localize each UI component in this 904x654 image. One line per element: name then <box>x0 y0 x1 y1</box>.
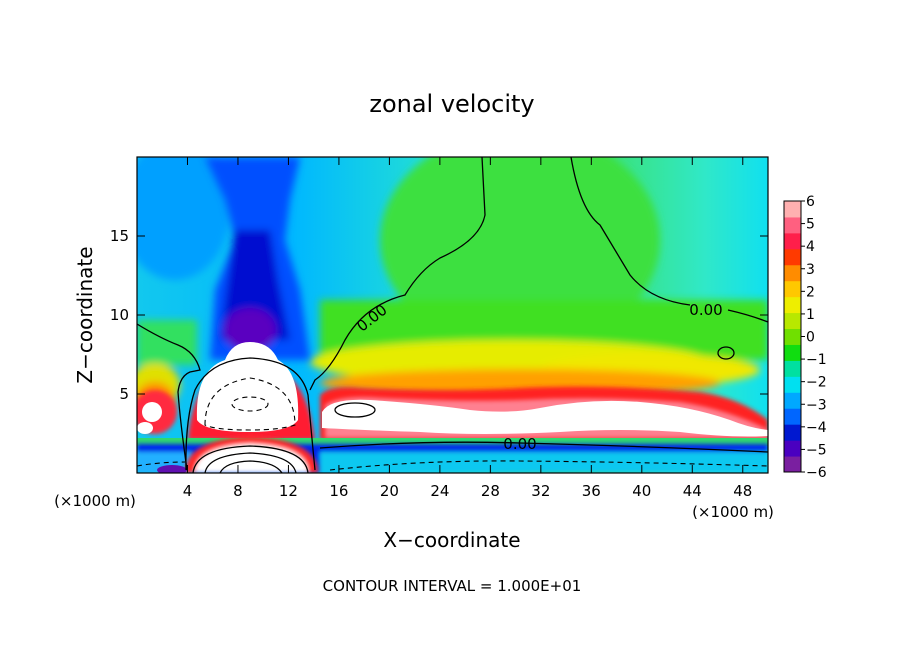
x-tick-label: 36 <box>582 482 601 500</box>
contour-cell-outer <box>192 445 309 473</box>
x-axis-label: X−coordinate <box>383 528 520 552</box>
contour-zero-center <box>309 157 486 391</box>
x-tick-label: 12 <box>279 482 298 500</box>
y-tick-label: 10 <box>110 306 129 324</box>
contour-neg-jet-inner <box>231 396 269 412</box>
cyan-layer-bottom <box>320 452 768 473</box>
reverse-cell-inner <box>195 444 308 473</box>
x-tick-label: 32 <box>531 482 550 500</box>
colorbar-swatch <box>784 440 801 457</box>
x-tick-label: 40 <box>632 482 651 500</box>
purple-cell-bottom <box>157 465 187 473</box>
colorbar-swatch <box>784 296 801 314</box>
x-axis-ticks: 4 8 12 16 20 24 28 32 36 40 44 48 <box>183 157 752 500</box>
colorbar-tick-label: −3 <box>806 397 827 413</box>
x-tick-label: 20 <box>380 482 399 500</box>
contour-neg-bottom-left <box>137 461 186 467</box>
x-tick-label: 44 <box>683 482 702 500</box>
colorbar-swatch <box>784 408 801 425</box>
colorbar-swatch <box>784 280 801 298</box>
colorbar-swatch <box>784 392 801 409</box>
contour-zero-right <box>570 157 691 306</box>
x-tick-label: 24 <box>430 482 449 500</box>
colorbar-tick-label: −2 <box>806 375 827 391</box>
colorbar-swatch <box>784 264 801 282</box>
contour-zero-low <box>319 441 768 453</box>
contour-jet-ring <box>185 357 316 471</box>
blue-region-upper-left <box>137 157 230 280</box>
colorbar-tick-label: 1 <box>806 307 815 323</box>
contour-cell-mid <box>204 452 297 473</box>
colorbar-swatch <box>784 232 801 250</box>
x-tick-label: 4 <box>183 482 193 500</box>
white-core-left <box>142 402 162 422</box>
colorbar-tick-label: 3 <box>806 262 815 278</box>
contour-eddy-small <box>334 402 376 418</box>
x-tick-label: 28 <box>481 482 500 500</box>
colorbar-swatch <box>784 216 801 234</box>
y-tick-label: 15 <box>110 227 129 245</box>
colorbar-tick-label: −4 <box>806 420 827 436</box>
colorbar-swatch <box>784 344 801 361</box>
colorbar-swatch <box>784 376 801 393</box>
colorbar-swatch <box>784 360 801 377</box>
purple-core <box>224 308 276 352</box>
colorbar-swatch <box>784 201 801 218</box>
x-tick-label: 8 <box>233 482 243 500</box>
colorbar: 6 5 4 3 2 1 0 −1 −2 −3 −4 −5 −6 <box>783 194 827 481</box>
x-tick-label: 16 <box>329 482 348 500</box>
contour-zero-left <box>137 323 201 471</box>
white-core-band <box>322 399 768 437</box>
colorbar-tick-label: 6 <box>806 194 815 210</box>
contour-eddy-right <box>717 346 735 360</box>
y-axis-ticks: 5 10 15 <box>110 227 768 403</box>
colorbar-tick-label: −6 <box>806 465 827 481</box>
colorbar-tick-label: −5 <box>806 442 827 458</box>
contour-neg-bottom <box>329 460 768 471</box>
colorbar-tick-label: 0 <box>806 330 815 346</box>
contour-cell-inner <box>219 460 283 473</box>
colorbar-tick-label: −1 <box>806 352 827 368</box>
colorbar-swatch <box>784 312 801 330</box>
contour-zero-right-end <box>727 309 768 323</box>
colorbar-tick-label: 4 <box>806 239 815 255</box>
plot-area <box>137 157 768 473</box>
contour-label-low: 0.00 <box>503 435 536 453</box>
z-unit-label: (×1000 m) <box>54 492 136 510</box>
contour-label-right: 0.00 <box>689 301 722 319</box>
y-axis-label: Z−coordinate <box>73 246 97 383</box>
contour-neg-jet-outer <box>204 377 296 431</box>
contour-interval-note: CONTOUR INTERVAL = 1.000E+01 <box>323 577 582 595</box>
white-core-left2 <box>137 422 153 434</box>
colorbar-swatch <box>784 248 801 266</box>
colorbar-swatch <box>784 456 801 473</box>
colorbar-tick-label: 5 <box>806 217 815 233</box>
x-unit-label: (×1000 m) <box>692 503 774 521</box>
colorbar-swatch <box>784 328 801 345</box>
green-belt-left <box>137 320 197 365</box>
y-tick-label: 5 <box>119 385 129 403</box>
x-tick-label: 48 <box>733 482 752 500</box>
colorbar-tick-label: 2 <box>806 284 815 300</box>
chart-title: zonal velocity <box>369 90 534 118</box>
colorbar-swatch <box>784 424 801 441</box>
